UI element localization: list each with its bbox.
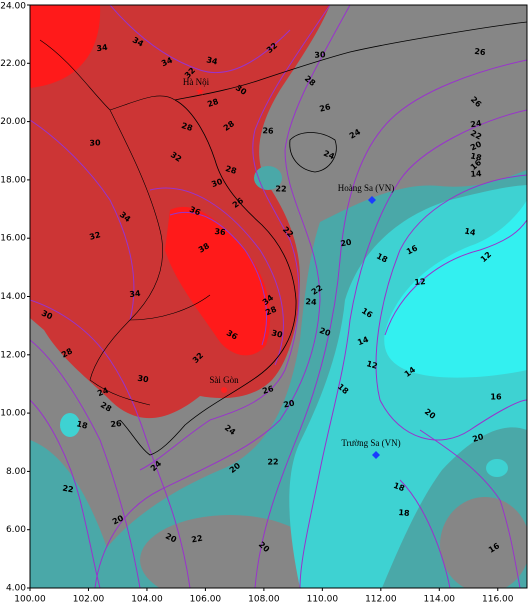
contour-label: 24 bbox=[305, 297, 317, 307]
place-label: Hà Nội bbox=[183, 77, 210, 87]
contour-label: 30 bbox=[40, 309, 54, 322]
y-tick-label: 4.00 bbox=[6, 584, 26, 594]
x-tick-label: 106.00 bbox=[190, 595, 222, 605]
place-marker bbox=[368, 196, 376, 204]
cool-zone bbox=[30, 440, 120, 588]
map-fill bbox=[30, 5, 527, 588]
contour-label: 30 bbox=[314, 50, 326, 60]
contour-label: 28 bbox=[264, 305, 278, 318]
coastline bbox=[119, 21, 527, 456]
x-tick-label: 108.00 bbox=[248, 595, 280, 605]
contour-label: 26 bbox=[319, 102, 332, 114]
contour-label: 28 bbox=[180, 121, 194, 133]
contour-label: 24 bbox=[322, 149, 336, 162]
contour-lines bbox=[30, 5, 527, 588]
contour-label: 22 bbox=[267, 457, 278, 466]
hot-zone bbox=[165, 206, 271, 356]
contour-label: 22 bbox=[275, 184, 286, 193]
y-tick-label: 22.00 bbox=[0, 59, 26, 69]
y-tick-label: 20.00 bbox=[0, 117, 26, 127]
contour-label: 30 bbox=[137, 374, 150, 385]
hot-zone bbox=[30, 5, 101, 88]
place-marker bbox=[372, 451, 380, 459]
place-marker: ★ bbox=[195, 85, 205, 98]
cold-zone bbox=[60, 413, 80, 437]
place-label: Sài Gòn bbox=[209, 375, 239, 385]
contour-label: 14 bbox=[470, 169, 482, 179]
contour-label: 34 bbox=[129, 289, 142, 299]
contour-label: 20 bbox=[471, 432, 485, 444]
contour-label: 18 bbox=[470, 151, 483, 162]
x-tick-label: 104.00 bbox=[131, 595, 163, 605]
x-tick-label: 110.00 bbox=[307, 595, 339, 605]
contour-label: 20 bbox=[340, 238, 353, 249]
place-marker bbox=[221, 387, 227, 393]
contour-label: 26 bbox=[262, 126, 274, 135]
x-tick-label: 102.00 bbox=[73, 595, 105, 605]
borders bbox=[39, 39, 211, 406]
contour-label: 14 bbox=[356, 335, 370, 348]
contour-label: 30 bbox=[271, 328, 284, 340]
contour-label: 36 bbox=[188, 205, 202, 218]
contour-label: 34 bbox=[206, 55, 219, 66]
x-tick-label: 116.00 bbox=[482, 595, 514, 605]
y-tick-label: 8.00 bbox=[6, 467, 26, 477]
contour-label: 14 bbox=[464, 227, 477, 238]
contour-label: 12 bbox=[365, 359, 378, 371]
y-tick-label: 10.00 bbox=[0, 409, 26, 419]
y-tick-label: 16.00 bbox=[0, 234, 26, 244]
warm-pocket bbox=[440, 497, 527, 588]
y-tick-label: 6.00 bbox=[6, 525, 26, 535]
x-tick-label: 114.00 bbox=[424, 595, 456, 605]
y-tick-label: 18.00 bbox=[0, 175, 26, 185]
contour-label: 32 bbox=[88, 230, 101, 242]
place-label: Trường Sa (VN) bbox=[341, 438, 400, 448]
contour-label: 30 bbox=[89, 138, 101, 147]
coldest-zone bbox=[384, 200, 527, 378]
contour-label: 34 bbox=[160, 55, 174, 68]
contour-label: 26 bbox=[474, 47, 487, 57]
contour-label: 12 bbox=[414, 277, 426, 287]
contour-label: 20 bbox=[469, 139, 483, 152]
contour-label: 28 bbox=[206, 97, 220, 109]
contour-label: 18 bbox=[398, 508, 410, 518]
contour-label: 18 bbox=[75, 419, 89, 431]
contour-label: 22 bbox=[191, 534, 204, 545]
cold-zone bbox=[486, 459, 508, 477]
contour-label: 30 bbox=[210, 177, 224, 189]
place-label: Hoàng Sa (VN) bbox=[338, 183, 395, 193]
contour-label: 20 bbox=[283, 398, 296, 409]
contour-label: 20 bbox=[318, 326, 332, 338]
y-tick-label: 14.00 bbox=[0, 292, 26, 302]
contour-label: 22 bbox=[62, 484, 75, 495]
contour-label: 24 bbox=[470, 119, 483, 130]
x-tick-label: 112.00 bbox=[365, 595, 397, 605]
y-tick-label: 24.00 bbox=[0, 2, 26, 12]
contour-label: 34 bbox=[96, 43, 109, 54]
warm-pocket bbox=[140, 515, 320, 588]
contour-label: 16 bbox=[490, 393, 502, 402]
contour-label: 24 bbox=[96, 386, 110, 399]
contour-label: 18 bbox=[392, 481, 406, 494]
contour-label: 26 bbox=[110, 419, 122, 429]
axes: 100.00 102.00 104.00 106.00 108.00 110.00 112.… bbox=[0, 2, 514, 605]
places: ★Hà Nội Hoàng Sa (VN) Trường Sa (VN) Sài Gò… bbox=[183, 77, 401, 459]
contour-label: 26 bbox=[261, 384, 275, 396]
x-tick-label: 100.00 bbox=[14, 595, 46, 605]
y-tick-label: 12.00 bbox=[0, 350, 26, 360]
contour-label: 36 bbox=[214, 227, 226, 237]
contour-label: 28 bbox=[224, 164, 238, 176]
